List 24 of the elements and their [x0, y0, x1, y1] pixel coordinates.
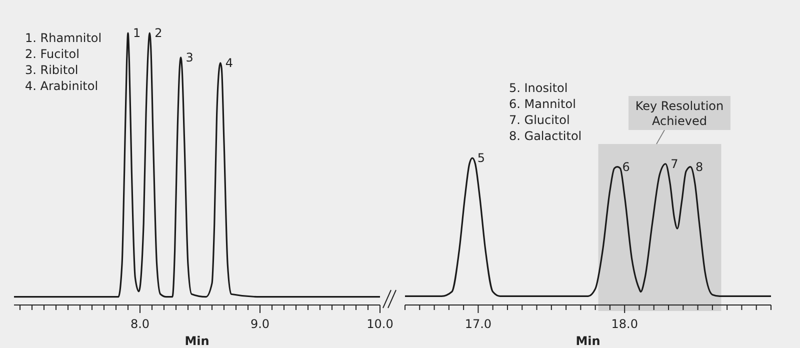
x-tick-label: 8.0	[130, 317, 150, 331]
text: 5. Inositol	[509, 81, 568, 95]
x-tick-label: 10.0	[366, 317, 394, 331]
annotation: 4	[225, 56, 234, 70]
annotation: 4. Arabinitol	[25, 79, 98, 93]
annotation: 2	[154, 26, 162, 40]
text: 7. Glucitol	[509, 113, 570, 127]
annotation: 1	[133, 26, 141, 40]
x-tick-label: 9.0	[250, 317, 270, 331]
annotation: 8	[695, 160, 704, 174]
annotation: 7	[670, 156, 678, 171]
text: 6. Mannitol	[509, 97, 576, 111]
x-axis-title: Min	[184, 334, 210, 348]
x-axis-title: Min	[576, 334, 600, 348]
annotation: 2. Fucitol	[25, 47, 80, 61]
annotation: 3. Ribitol	[25, 63, 78, 77]
band-label: Key Resolution Achieved	[635, 99, 724, 128]
annotation: 3	[186, 50, 194, 64]
annotation: 6	[622, 160, 630, 174]
x-tick-label: 18.0	[611, 317, 638, 331]
x-tick-label: 17.0	[464, 317, 492, 331]
text: 8. Galactitol	[509, 129, 582, 143]
annotation: 1. Rhamnitol	[25, 31, 102, 45]
annotation: 5	[477, 151, 485, 165]
